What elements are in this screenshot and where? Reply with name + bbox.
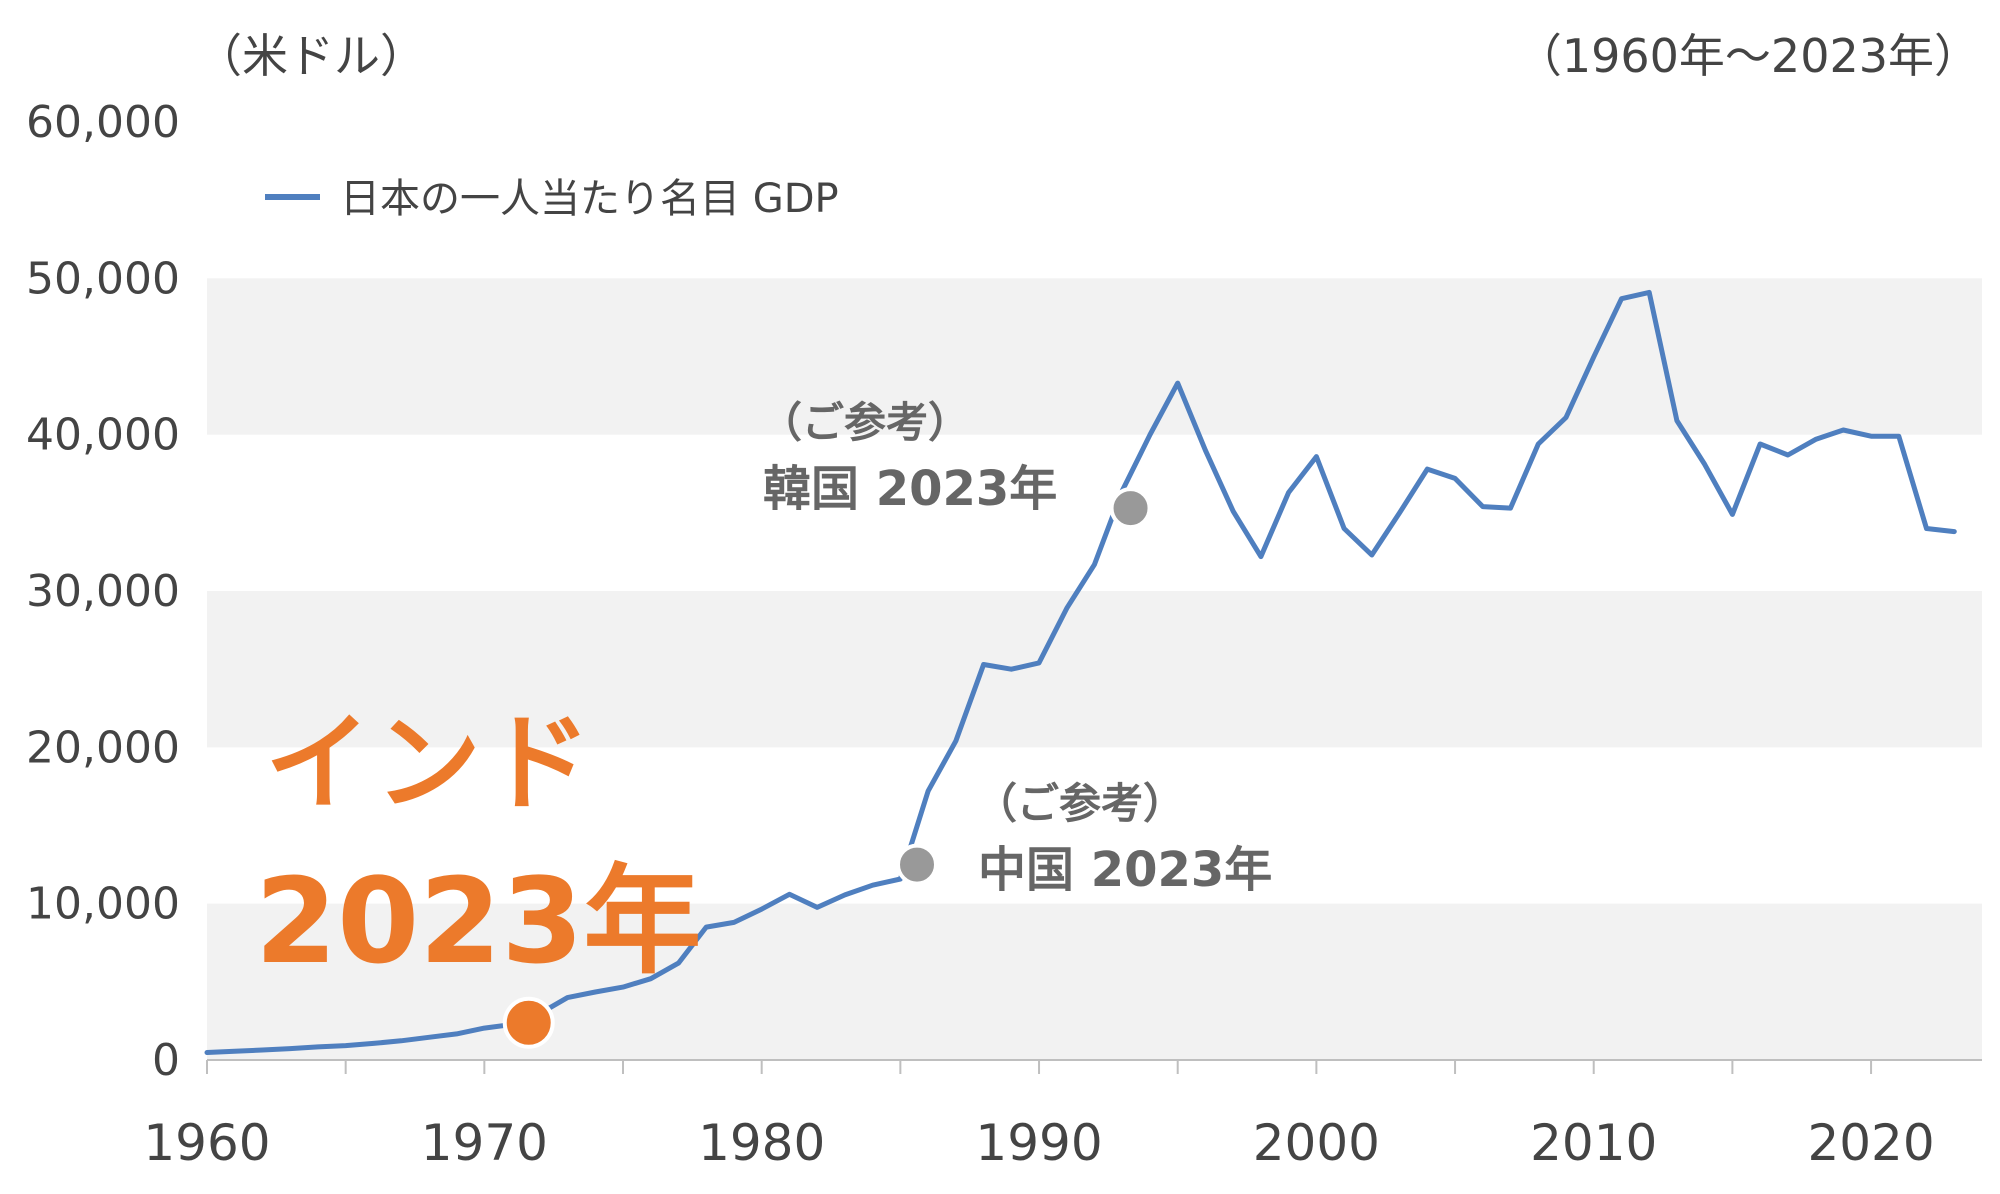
series-line [204, 289, 1957, 1055]
china-label-name: 中国 2023年 [978, 842, 1272, 898]
x-tick-label: 1980 [698, 1114, 825, 1172]
x-tick-label: 1970 [421, 1114, 548, 1172]
y-tick-label: 50,000 [26, 253, 180, 304]
legend-label: 日本の一人当たり名目 GDP [340, 176, 839, 222]
x-tick-label: 1960 [143, 1114, 270, 1172]
y-tick-label: 0 [152, 1035, 180, 1086]
korea-marker [1109, 487, 1152, 530]
grid-band [207, 591, 1982, 748]
china-marker [896, 843, 938, 886]
india-label-name: インド [265, 702, 595, 825]
y-unit-label: （米ドル） [196, 29, 426, 83]
period-label: （1960年〜2023年） [1515, 29, 1980, 83]
y-tick-label: 20,000 [26, 722, 180, 773]
x-axis-labels: 1960 1970 1980 1990 2000 2010 2020 [143, 1114, 1934, 1172]
china-label-note: （ご参考） [975, 779, 1185, 828]
korea-label-name: 韓国 2023年 [763, 461, 1057, 517]
grid-bands [207, 278, 1982, 1060]
x-tick-label: 2020 [1807, 1114, 1934, 1172]
y-tick-label: 30,000 [26, 566, 180, 617]
x-tick-label: 2010 [1530, 1114, 1657, 1172]
legend: 日本の一人当たり名目 GDP [265, 176, 839, 222]
grid-band [207, 278, 1982, 435]
x-axis [206, 1059, 1982, 1074]
y-tick-label: 40,000 [26, 410, 180, 461]
x-tick-label: 2000 [1253, 1114, 1380, 1172]
india-marker [502, 996, 555, 1049]
y-tick-label: 10,000 [26, 879, 180, 930]
series-lines [204, 289, 1957, 1055]
x-tick-label: 1990 [975, 1114, 1102, 1172]
annotation-markers [502, 487, 1152, 1049]
grid-band [207, 903, 1982, 1060]
korea-label-note: （ご参考） [760, 398, 970, 447]
y-axis-labels: 0 10,000 20,000 30,000 40,000 50,000 60,000 [26, 97, 180, 1086]
annotation-labels: インド 2023年 （ご参考） 中国 2023年 （ご参考） 韓国 2023年 [255, 398, 1272, 990]
y-tick-label: 60,000 [26, 97, 180, 148]
india-label-year: 2023年 [255, 852, 701, 990]
